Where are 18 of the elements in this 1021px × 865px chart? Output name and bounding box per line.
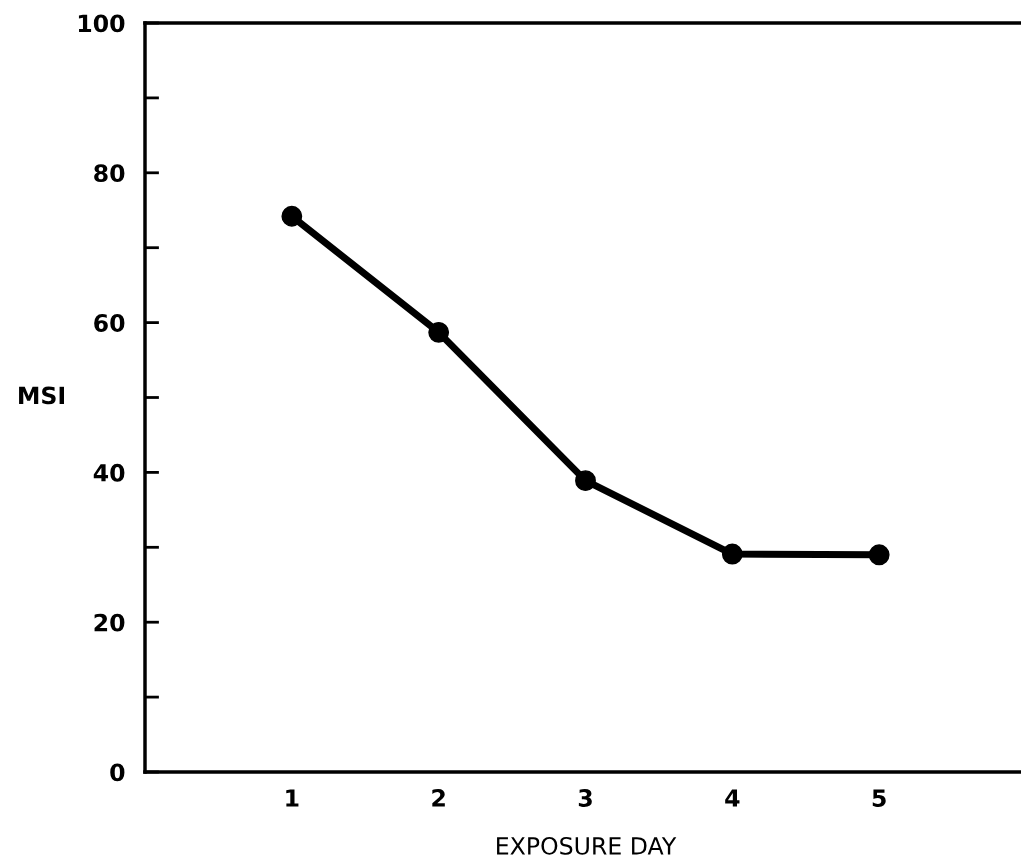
x-tick-label: 4	[725, 789, 740, 807]
point	[281, 205, 303, 227]
point	[721, 543, 743, 565]
x-tick-label: 3	[578, 789, 592, 807]
point	[428, 321, 450, 343]
y-tick-label: 80	[94, 164, 125, 183]
y-tick-label: 40	[93, 463, 125, 482]
point	[575, 470, 596, 492]
y-axis-title: MSI	[19, 386, 65, 405]
y-tick-label: 60	[94, 314, 125, 332]
x-tick-label: 5	[872, 789, 886, 807]
x-tick-label: 1	[286, 789, 299, 807]
y-tick-label: 0	[110, 763, 125, 782]
x-axis-title: EXPOSURE DAY	[497, 836, 677, 855]
y-tick-label: 100	[78, 14, 125, 33]
y-tick-label: 20	[94, 613, 125, 632]
point	[868, 544, 890, 566]
x-tick-label: 2	[432, 789, 445, 807]
